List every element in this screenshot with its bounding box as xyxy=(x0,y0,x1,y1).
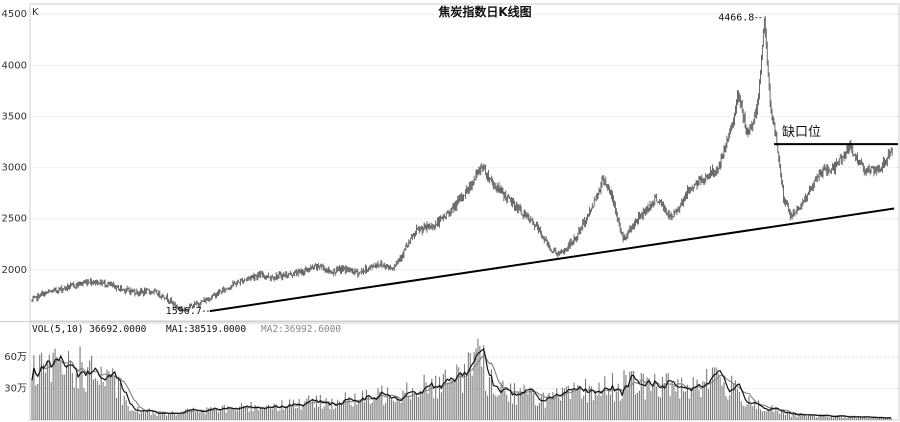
chart-title: 焦炭指数日K线图 xyxy=(437,4,531,19)
volume-ma2-line xyxy=(31,354,892,419)
price-tick-label: 4000 xyxy=(2,60,27,71)
volume-tick-label: 60万 xyxy=(4,352,27,363)
low-label: 1596.7 xyxy=(166,306,202,317)
ma1-legend: MA1:38519.0000 xyxy=(166,324,246,335)
price-candles xyxy=(31,16,893,313)
price-grid xyxy=(32,13,898,271)
price-tick-label: 2500 xyxy=(2,214,27,225)
price-tick-label: 4500 xyxy=(2,9,27,20)
volume-ma1-line xyxy=(31,347,892,419)
unit-label: K xyxy=(32,7,39,18)
vol-legend: VOL(5,10) 36692.0000 xyxy=(32,324,147,335)
ma2-legend: MA2:36992.6000 xyxy=(261,324,341,335)
price-tick-label: 2000 xyxy=(2,265,27,276)
price-y-axis: 2000 2500 3000 3500 4000 4500 xyxy=(2,9,27,276)
peak-label: 4466.8 xyxy=(718,13,754,24)
volume-y-axis: 60万 30万 xyxy=(4,352,27,395)
volume-bars xyxy=(31,338,892,420)
volume-tick-label: 30万 xyxy=(4,384,27,395)
gap-label: 缺口位 xyxy=(782,125,821,140)
price-tick-label: 3000 xyxy=(2,163,27,174)
price-tick-label: 3500 xyxy=(2,111,27,122)
trendline xyxy=(209,207,895,313)
